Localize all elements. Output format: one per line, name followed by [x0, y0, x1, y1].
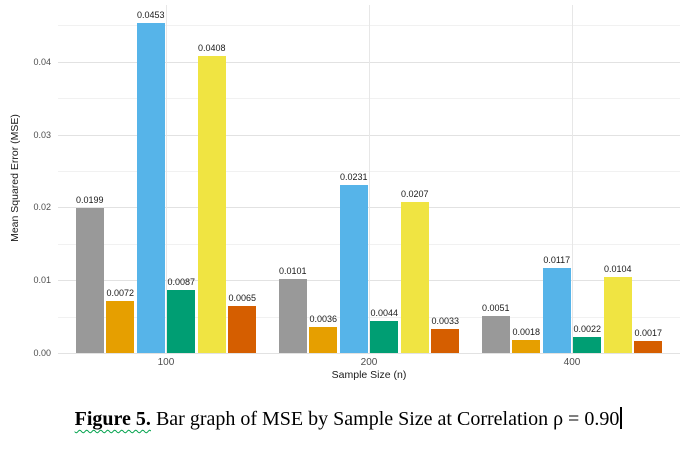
bar-value-label: 0.0033 — [431, 315, 460, 326]
bar-value-label: 0.0207 — [400, 189, 429, 200]
bar-value-label: 0.0017 — [634, 327, 663, 338]
vertical-gridline — [165, 5, 167, 353]
bar-sky-blue — [136, 23, 165, 353]
x-tick-label: 400 — [563, 357, 581, 368]
bar-value-label: 0.0087 — [167, 276, 195, 287]
bar-value-label: 0.0408 — [197, 42, 226, 53]
bar-green — [573, 336, 602, 353]
vertical-gridline — [369, 5, 370, 353]
bar-sky-blue — [542, 267, 571, 353]
caption-text: Bar graph of MSE by Sample Size at Corre… — [150, 408, 620, 430]
x-tick-label: 100 — [157, 357, 175, 368]
bar-gray — [481, 315, 510, 353]
bar-gray — [278, 279, 307, 353]
caption-label: Figure 5. — [74, 408, 151, 430]
y-axis-ticks: 0.00 0.01 0.02 0.03 0.04 — [0, 5, 54, 358]
bar-value-label: 0.0199 — [75, 195, 104, 206]
bar-sky-blue — [339, 184, 368, 353]
x-tick-label: 200 — [360, 357, 378, 368]
bar-value-label: 0.0044 — [370, 307, 399, 318]
bar-green — [167, 289, 196, 353]
bar-orange — [512, 339, 541, 353]
bar-value-label: 0.0018 — [512, 326, 541, 337]
bar-vermillion — [431, 328, 460, 353]
y-tick-label: 0.02 — [33, 202, 51, 213]
bar-value-label: 0.0101 — [278, 266, 307, 277]
bar-value-label: 0.0051 — [482, 302, 510, 313]
bar-value-label: 0.0453 — [136, 10, 165, 21]
bar-value-label: 0.0022 — [573, 323, 602, 334]
figure-caption[interactable]: Figure 5. Bar graph of MSE by Sample Siz… — [0, 407, 697, 431]
bar-yellow — [400, 202, 429, 353]
bar-value-label: 0.0117 — [543, 254, 571, 265]
bar-orange — [309, 326, 338, 353]
y-tick-label: 0.04 — [33, 56, 51, 67]
plot-panel: 0.0199 0.0072 0.0453 0.0087 0.0408 0.0065 100 0… — [58, 5, 680, 368]
bar-yellow — [197, 55, 226, 353]
vertical-gridline — [572, 5, 574, 353]
y-tick-label: 0.00 — [33, 348, 51, 358]
bar-gray — [75, 208, 104, 353]
bar-value-label: 0.0065 — [228, 292, 256, 303]
x-axis-title: Sample Size (n) — [331, 369, 407, 381]
bar-vermillion — [634, 340, 663, 353]
bar-value-label: 0.0072 — [106, 287, 134, 298]
bar-vermillion — [228, 305, 257, 353]
bar-orange — [106, 300, 135, 353]
bar-value-label: 0.0036 — [309, 313, 338, 324]
mse-bar-chart: Mean Squared Error (MSE) 0.00 0.01 0.02 0.0… — [0, 5, 680, 381]
y-tick-label: 0.03 — [33, 129, 51, 140]
text-cursor — [620, 407, 623, 429]
bar-green — [370, 320, 399, 353]
y-tick-label: 0.01 — [33, 275, 51, 286]
bar-value-label: 0.0104 — [604, 264, 632, 275]
major-gridline — [58, 353, 680, 354]
bar-yellow — [603, 277, 632, 353]
bar-value-label: 0.0231 — [339, 171, 368, 182]
